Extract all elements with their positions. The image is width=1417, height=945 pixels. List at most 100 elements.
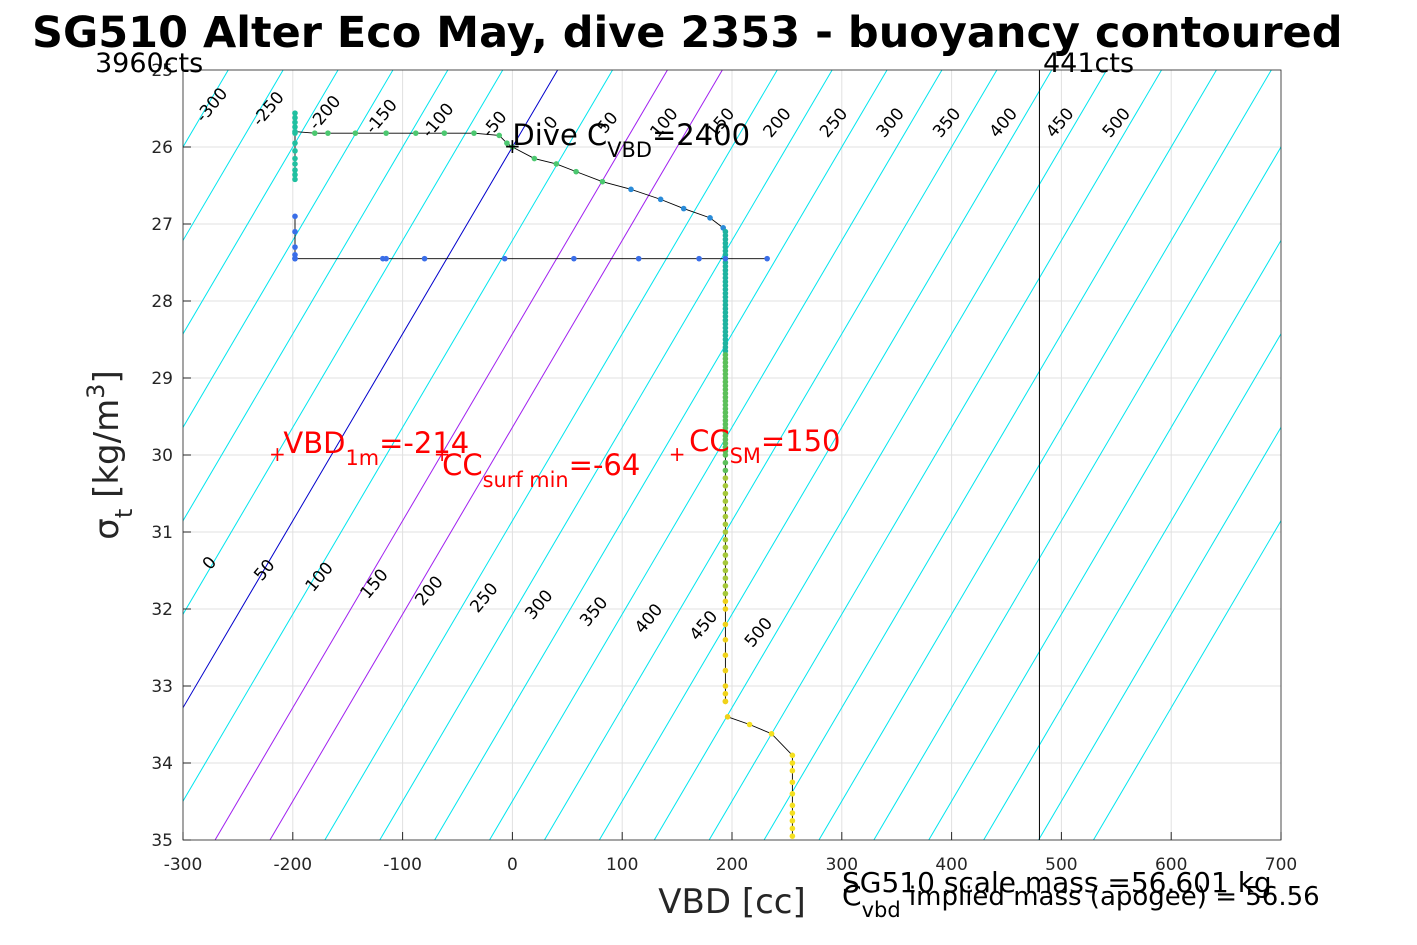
data-point: [722, 336, 729, 343]
data-point: [722, 294, 729, 300]
data-point: [722, 236, 729, 243]
data-point: [722, 637, 729, 643]
dive-c-vbd-marker: +: [504, 134, 521, 158]
contour-line: [708, 70, 1162, 840]
data-point: [722, 248, 729, 254]
y-tick-label: 33: [151, 677, 173, 697]
data-point: [789, 791, 796, 797]
data-point: [722, 313, 729, 320]
data-point: [696, 255, 702, 262]
data-point: [722, 560, 729, 566]
data-point: [722, 244, 729, 250]
data-point: [722, 263, 729, 270]
data-point: [722, 544, 729, 551]
data-point: [722, 467, 729, 474]
contour-line: [183, 70, 284, 242]
data-point: [722, 398, 729, 404]
data-point: [722, 278, 729, 285]
data-point: [722, 259, 729, 266]
data-point: [722, 363, 729, 370]
x-tick-label: 500: [1045, 855, 1077, 875]
data-point: [292, 161, 298, 167]
data-point: [722, 340, 729, 347]
data-point: [722, 228, 729, 235]
data-point: [722, 332, 729, 339]
contour-line: [214, 70, 668, 840]
cc-sm-text: CCSM=150: [689, 424, 840, 468]
contour-line: [183, 70, 394, 429]
data-point: [722, 552, 729, 558]
chart-title: SG510 Alter Eco May, dive 2353 - buoyanc…: [32, 8, 1343, 58]
data-point: [722, 282, 729, 289]
contour-line: [183, 70, 613, 803]
y-axis-label: σt [kg/m3]: [82, 370, 138, 539]
data-point: [789, 802, 796, 809]
data-point: [292, 140, 298, 146]
data-point: [722, 352, 729, 358]
data-point: [722, 255, 729, 262]
contour-line: [763, 70, 1217, 840]
data-point: [722, 567, 729, 574]
data-point: [722, 390, 729, 397]
data-point: [707, 215, 713, 221]
vbd-1m-marker: +: [269, 442, 286, 466]
implied-mass-text: Cvbd implied mass (apogee) = 56.56: [842, 879, 1320, 922]
contour-line: [1038, 426, 1281, 840]
y-tick-label: 26: [151, 138, 173, 158]
left-counts-label: 3960cts: [95, 48, 203, 79]
data-point: [531, 155, 538, 162]
data-point: [501, 255, 508, 262]
data-point: [722, 417, 729, 424]
data-point: [722, 286, 729, 293]
data-point: [383, 130, 389, 136]
data-point: [722, 621, 729, 628]
data-point: [292, 128, 298, 135]
data-point: [571, 255, 577, 262]
data-point: [722, 348, 729, 354]
data-point: [722, 406, 729, 412]
contour-line: [544, 70, 998, 840]
contour-line: [1093, 519, 1281, 840]
data-point: [722, 275, 729, 281]
data-point: [325, 130, 331, 136]
data-point: [722, 583, 729, 589]
data-point: [292, 110, 298, 116]
contour-line: [818, 70, 1272, 840]
data-point: [412, 130, 419, 136]
data-point: [746, 721, 753, 728]
data-point: [292, 124, 298, 130]
data-point: [722, 444, 729, 451]
data-point: [722, 690, 729, 697]
contour-line: [0, 70, 9, 840]
data-point: [722, 436, 729, 443]
data-point: [722, 325, 729, 331]
data-point: [722, 598, 729, 605]
data-point: [657, 196, 664, 203]
data-point: [722, 321, 729, 327]
data-point: [635, 255, 642, 262]
contour-line: [324, 70, 778, 840]
contour-line: [269, 70, 723, 840]
y-tick-label: 32: [151, 600, 173, 620]
data-point: [722, 290, 729, 297]
data-point: [722, 355, 729, 362]
data-point: [722, 513, 729, 520]
data-point: [722, 252, 729, 258]
contour-line: [0, 70, 64, 840]
data-point: [722, 429, 729, 435]
data-point: [722, 298, 729, 304]
data-point: [722, 367, 729, 374]
y-tick-label: 31: [151, 523, 173, 543]
x-tick-label: 300: [826, 855, 858, 875]
data-point: [722, 371, 729, 377]
data-point: [722, 575, 729, 581]
y-tick-label: 27: [151, 215, 173, 235]
data-point: [722, 698, 729, 705]
data-point: [722, 409, 729, 416]
y-tick-label: 30: [151, 446, 173, 466]
data-point: [722, 382, 729, 389]
data-point: [722, 379, 729, 385]
x-tick-label: -200: [274, 855, 313, 875]
data-point: [292, 155, 298, 162]
data-point: [722, 344, 729, 351]
